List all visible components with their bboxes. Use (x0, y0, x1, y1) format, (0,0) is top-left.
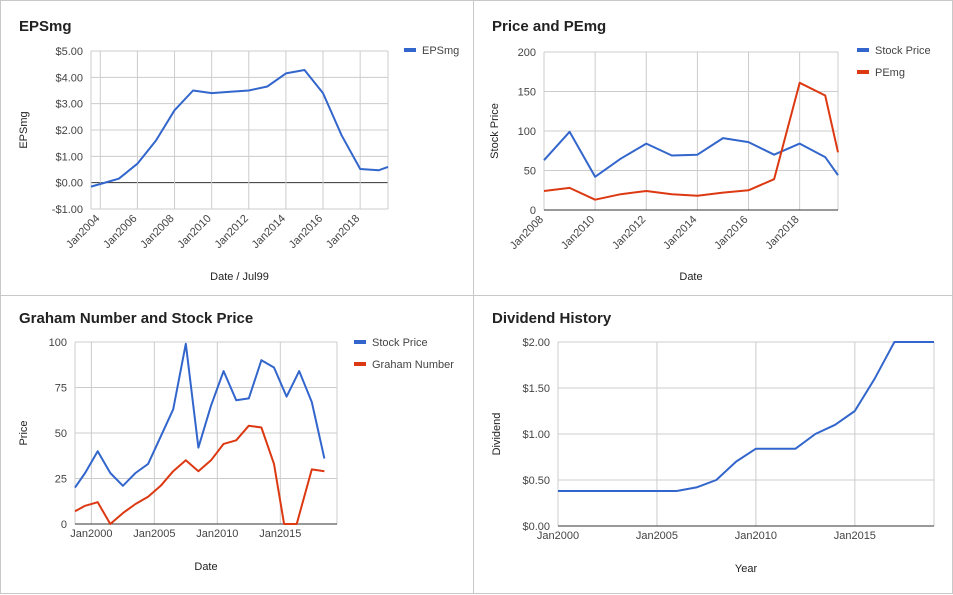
y-tick-label: 0 (530, 205, 536, 217)
y-tick-label: $4.00 (55, 72, 83, 84)
legend-label: Stock Price (875, 45, 931, 57)
x-tick-label: Jan2014 (250, 213, 288, 251)
legend-swatch (404, 48, 416, 52)
chart-svg-epsmg: EPSmg -$1.00 $0.00 $1.00 $2.00 $3.00 $4.00 $5.0… (18, 18, 459, 283)
x-tick-label: Jan2010 (196, 528, 238, 540)
y-tick-label: 150 (518, 87, 536, 99)
y-tick-label: 75 (55, 383, 67, 395)
x-tick-label: Jan2012 (610, 214, 648, 252)
series-line-epsmg (90, 69, 389, 188)
x-tick-label: Jan2015 (834, 530, 876, 542)
chart-panel-epsmg: EPSmg -$1.00 $0.00 $1.00 $2.00 $3.00 $4.00 $5.0… (0, 0, 474, 296)
chart-title: EPSmg (19, 18, 72, 35)
legend-label: Graham Number (372, 359, 454, 371)
legend-swatch (857, 70, 869, 74)
y-tick-label: $1.50 (522, 383, 550, 395)
x-tick-label: Jan2015 (259, 528, 301, 540)
series-line-stock-price (543, 130, 839, 178)
y-tick-label: 200 (518, 47, 536, 59)
y-tick-label: 0 (61, 519, 67, 531)
y-tick-label: $5.00 (55, 46, 83, 58)
x-axis-title: Date (679, 271, 702, 283)
x-tick-label: Jan2018 (763, 214, 801, 252)
x-tick-label: Jan2000 (537, 530, 579, 542)
y-tick-label: $0.00 (55, 178, 83, 190)
series-line-pemg (543, 81, 839, 201)
y-axis-title: EPSmg (18, 111, 30, 148)
chart-panel-dividend-history: Dividend History $0.00 $0.50 $1.00 $1.50 $2.0… (473, 295, 953, 594)
x-tick-label: Jan2010 (559, 214, 597, 252)
chart-title: Dividend History (492, 310, 612, 327)
chart-svg-dividend-history: Dividend History $0.00 $0.50 $1.00 $1.50 $2.0… (491, 310, 935, 575)
x-tick-label: Jan2018 (324, 213, 362, 251)
x-tick-label: Jan2016 (287, 213, 325, 251)
chart-title: Graham Number and Stock Price (19, 310, 253, 327)
x-tick-label: Jan2004 (64, 213, 102, 251)
y-tick-label: $2.00 (522, 337, 550, 349)
y-axis-title: Dividend (491, 413, 503, 456)
x-tick-label: Jan2008 (138, 213, 176, 251)
y-tick-label: 50 (55, 428, 67, 440)
y-tick-label: 50 (524, 166, 536, 178)
legend-label: Stock Price (372, 337, 428, 349)
y-tick-label: 100 (518, 126, 536, 138)
y-tick-label: -$1.00 (52, 204, 83, 216)
y-tick-label: $0.00 (522, 521, 550, 533)
x-tick-label: Jan2005 (133, 528, 175, 540)
y-tick-label: $1.00 (522, 429, 550, 441)
chart-panel-price-pemg: Price and PEmg 0 50 100 150 200 Jan2008 Jan2010… (473, 0, 953, 296)
y-tick-label: $1.00 (55, 151, 83, 163)
y-tick-label: $3.00 (55, 99, 83, 111)
x-tick-label: Jan2010 (175, 213, 213, 251)
x-tick-label: Jan2006 (101, 213, 139, 251)
chart-svg-graham-number: Graham Number and Stock Price 0 25 50 75 100 J… (18, 310, 454, 573)
series-line-stock-price (74, 342, 326, 489)
legend-swatch (354, 340, 366, 344)
x-tick-label: Jan2012 (213, 213, 251, 251)
chart-svg-price-pemg: Price and PEmg 0 50 100 150 200 Jan2008 Jan2010… (489, 18, 931, 283)
chart-panel-graham-number: Graham Number and Stock Price 0 25 50 75 100 J… (0, 295, 474, 594)
legend-swatch (354, 362, 366, 366)
x-tick-label: Jan2005 (636, 530, 678, 542)
y-axis-title: Stock Price (489, 103, 501, 159)
x-tick-label: Jan2014 (661, 214, 699, 252)
x-tick-label: Jan2000 (70, 528, 112, 540)
x-axis-title: Date (194, 561, 217, 573)
x-axis-title: Year (735, 563, 758, 575)
y-axis-title: Price (18, 420, 30, 445)
legend-label: PEmg (875, 67, 905, 79)
y-tick-label: $2.00 (55, 125, 83, 137)
x-tick-label: Jan2016 (712, 214, 750, 252)
x-tick-label: Jan2010 (735, 530, 777, 542)
y-tick-label: 100 (49, 337, 67, 349)
legend-swatch (857, 48, 869, 52)
chart-title: Price and PEmg (492, 18, 606, 35)
y-tick-label: 25 (55, 474, 67, 486)
series-line-dividend (558, 341, 934, 492)
y-tick-label: $0.50 (522, 475, 550, 487)
x-axis-title: Date / Jul99 (210, 271, 269, 283)
x-tick-label: Jan2008 (508, 214, 546, 252)
legend-label: EPSmg (422, 45, 459, 57)
series-line-graham-number (74, 424, 325, 525)
